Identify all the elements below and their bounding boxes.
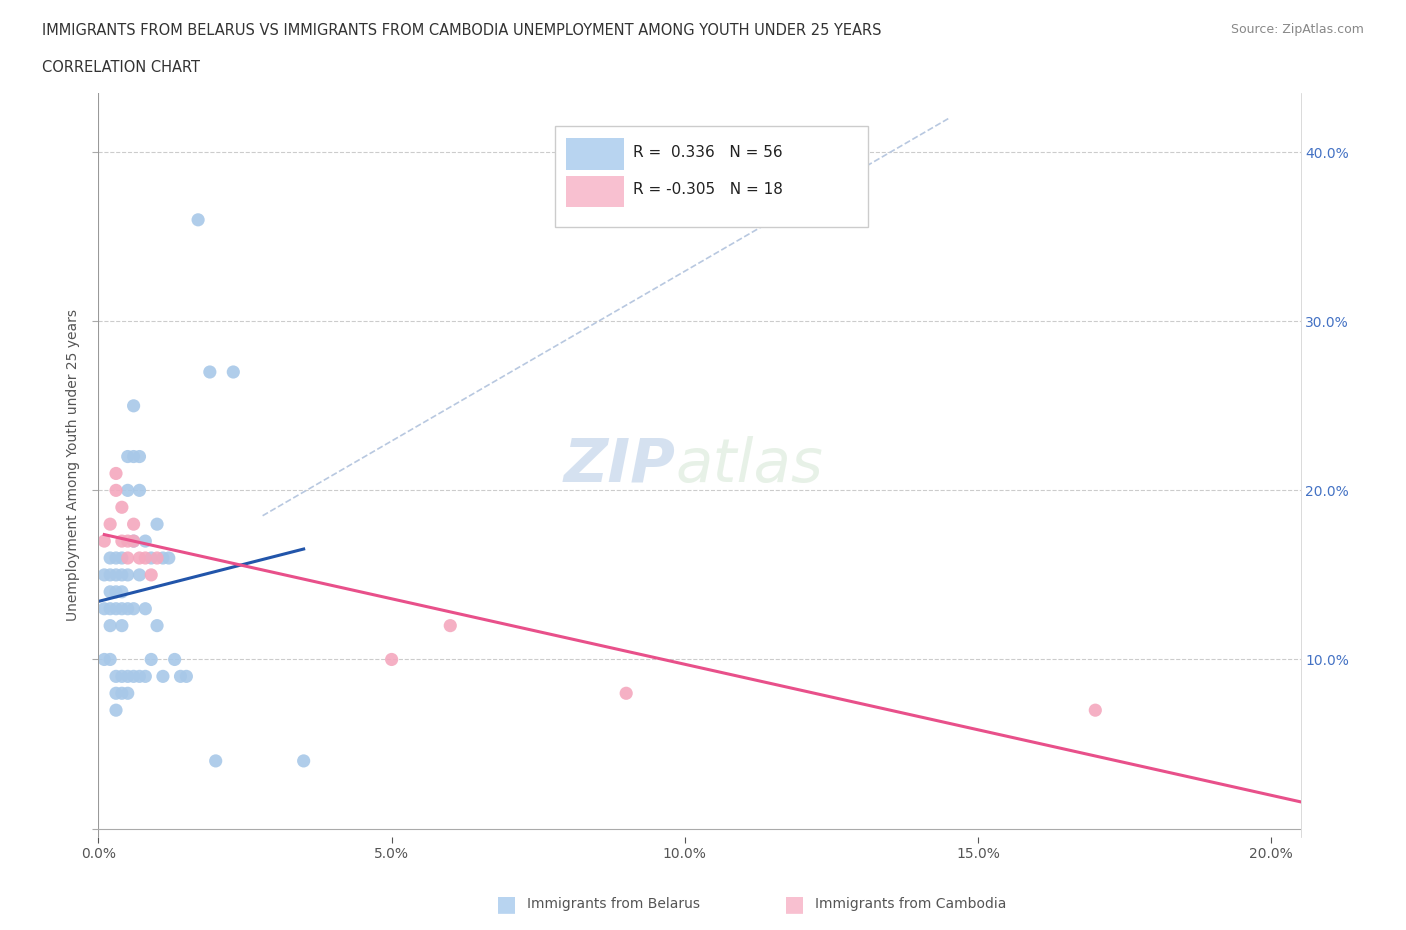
- Point: [128, 669, 150, 684]
- Point: [152, 669, 174, 684]
- Point: [98, 602, 121, 617]
- Text: R = -0.305   N = 18: R = -0.305 N = 18: [633, 182, 783, 197]
- Point: [134, 551, 156, 565]
- Point: [93, 652, 115, 667]
- Point: [105, 703, 128, 718]
- Point: [98, 584, 121, 599]
- Point: [146, 517, 169, 532]
- Point: [1084, 703, 1107, 718]
- Point: [141, 551, 163, 565]
- Point: [122, 517, 145, 532]
- Point: [169, 669, 191, 684]
- Point: [93, 602, 115, 617]
- Point: [105, 584, 128, 599]
- Point: [128, 483, 150, 498]
- Point: [105, 685, 128, 700]
- Text: ■: ■: [785, 894, 804, 914]
- Point: [141, 567, 163, 582]
- Point: [117, 685, 139, 700]
- Point: [111, 499, 134, 514]
- Text: IMMIGRANTS FROM BELARUS VS IMMIGRANTS FROM CAMBODIA UNEMPLOYMENT AMONG YOUTH UND: IMMIGRANTS FROM BELARUS VS IMMIGRANTS FR…: [42, 23, 882, 38]
- Point: [105, 551, 128, 565]
- Point: [122, 669, 145, 684]
- Point: [98, 618, 121, 633]
- Point: [146, 618, 169, 633]
- FancyBboxPatch shape: [567, 176, 624, 206]
- Point: [111, 567, 134, 582]
- Point: [117, 534, 139, 549]
- FancyBboxPatch shape: [567, 139, 624, 169]
- Point: [117, 602, 139, 617]
- Point: [117, 669, 139, 684]
- Point: [98, 517, 121, 532]
- Point: [134, 534, 156, 549]
- Point: [93, 534, 115, 549]
- Point: [111, 602, 134, 617]
- Point: [98, 551, 121, 565]
- Point: [128, 551, 150, 565]
- Text: Source: ZipAtlas.com: Source: ZipAtlas.com: [1230, 23, 1364, 36]
- Point: [105, 483, 128, 498]
- Text: atlas: atlas: [675, 435, 824, 495]
- Text: Immigrants from Belarus: Immigrants from Belarus: [527, 897, 700, 911]
- Point: [105, 602, 128, 617]
- FancyBboxPatch shape: [555, 126, 868, 227]
- Point: [111, 685, 134, 700]
- Text: Immigrants from Cambodia: Immigrants from Cambodia: [815, 897, 1007, 911]
- Point: [98, 652, 121, 667]
- Text: CORRELATION CHART: CORRELATION CHART: [42, 60, 200, 75]
- Point: [105, 669, 128, 684]
- Point: [117, 567, 139, 582]
- Point: [439, 618, 461, 633]
- Point: [614, 685, 637, 700]
- Point: [111, 669, 134, 684]
- Point: [176, 669, 198, 684]
- Y-axis label: Unemployment Among Youth under 25 years: Unemployment Among Youth under 25 years: [66, 309, 80, 621]
- Point: [93, 567, 115, 582]
- Point: [111, 551, 134, 565]
- Point: [111, 534, 134, 549]
- Point: [128, 567, 150, 582]
- Point: [157, 551, 180, 565]
- Point: [222, 365, 245, 379]
- Point: [146, 551, 169, 565]
- Point: [122, 602, 145, 617]
- Point: [105, 466, 128, 481]
- Point: [117, 483, 139, 498]
- Point: [204, 753, 226, 768]
- Point: [134, 669, 156, 684]
- Point: [381, 652, 404, 667]
- Point: [141, 652, 163, 667]
- Text: ■: ■: [496, 894, 516, 914]
- Point: [292, 753, 315, 768]
- Point: [187, 212, 209, 227]
- Point: [134, 602, 156, 617]
- Point: [117, 449, 139, 464]
- Point: [122, 534, 145, 549]
- Point: [98, 567, 121, 582]
- Text: ZIP: ZIP: [564, 435, 675, 495]
- Text: R =  0.336   N = 56: R = 0.336 N = 56: [633, 145, 783, 160]
- Point: [198, 365, 221, 379]
- Point: [163, 652, 186, 667]
- Point: [122, 449, 145, 464]
- Point: [117, 551, 139, 565]
- Point: [122, 534, 145, 549]
- Point: [122, 398, 145, 413]
- Point: [105, 567, 128, 582]
- Point: [128, 449, 150, 464]
- Point: [111, 584, 134, 599]
- Point: [152, 551, 174, 565]
- Point: [111, 618, 134, 633]
